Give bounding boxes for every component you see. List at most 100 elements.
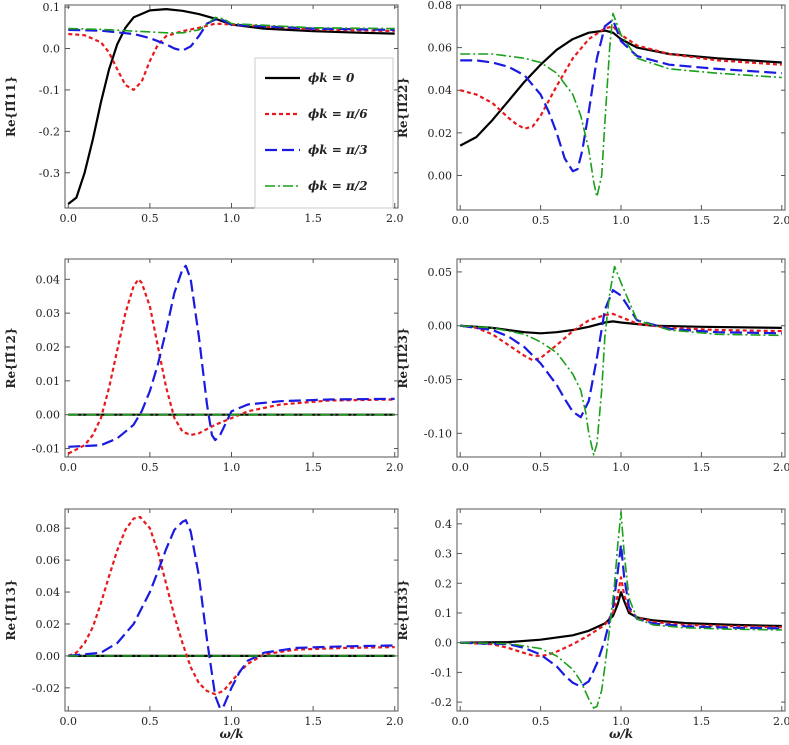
series-line [67, 8, 395, 205]
series-line [460, 543, 782, 688]
x-tick-label: 1.0 [223, 715, 241, 728]
series-line [67, 278, 395, 455]
y-tick-label: 0.1 [435, 607, 453, 620]
y-tick-label: 0.04 [36, 586, 61, 599]
x-tick-label: 1.0 [223, 212, 241, 225]
y-tick-label: 0.1 [43, 1, 61, 14]
y-tick-label: 0.00 [428, 320, 453, 333]
y-tick-label: -0.02 [32, 682, 60, 695]
y-tick-label: -0.2 [39, 125, 60, 138]
x-tick-label: 1.5 [693, 461, 711, 474]
plot-frame [456, 508, 786, 712]
x-tick-label: 1.5 [693, 715, 711, 728]
series-line [460, 312, 782, 362]
x-tick-label: 0.5 [141, 461, 159, 474]
series-line [459, 25, 782, 130]
panel-4: 0.0 0.5 1.0 1.5 2.0 0.05 0.00 -0.05 -0.10 Re{Π̃23… [396, 258, 789, 474]
series-line [460, 576, 782, 658]
x-tick-label: 1.0 [612, 715, 630, 728]
series-line [460, 18, 782, 173]
y-tick-label: -0.10 [424, 427, 452, 440]
plot-frame [456, 258, 786, 458]
x-tick-label: 2.0 [773, 715, 789, 728]
panel-2: 0.0 0.5 1.0 1.5 2.0 0.08 0.06 0.04 0.02 0.00 Re{Π̃… [396, 0, 789, 227]
y-tick-label: 0.02 [36, 341, 61, 354]
x-tick-label: 2.0 [386, 461, 404, 474]
y-tick-label: 0.06 [428, 42, 453, 55]
y-tick-label: 0.3 [435, 548, 453, 561]
y-axis-label: Re{Π̃22} [396, 77, 410, 138]
x-tick-label: 0.5 [141, 715, 159, 728]
y-tick-label: 0.00 [36, 409, 61, 422]
series-line [460, 591, 782, 644]
series-line [459, 29, 782, 147]
panel-5: 0.0 0.5 1.0 1.5 2.0 0.08 0.06 0.04 0.02 0.00 -0.02… [4, 508, 404, 728]
series-line [460, 265, 782, 456]
y-tick-label: 0.02 [428, 127, 453, 140]
series-line [460, 289, 782, 419]
y-tick-label: 0.03 [36, 307, 61, 320]
x-axis-label: ω/k [219, 727, 243, 741]
plot-frame [64, 258, 399, 458]
x-tick-label: 1.5 [693, 214, 711, 227]
x-tick-label: 0.0 [451, 461, 469, 474]
panel-6: 0.0 0.5 1.0 1.5 2.0 0.4 0.3 0.2 0.1 0.0 -0.1 -0.2 Re… [396, 508, 789, 728]
y-tick-label: -0.2 [431, 696, 452, 709]
y-tick-label: 0.00 [428, 169, 453, 182]
plot-frame [64, 508, 399, 712]
x-tick-label: 0.5 [141, 212, 159, 225]
legend-label: ϕk = π/6 [308, 107, 368, 121]
y-tick-label: -0.1 [39, 84, 60, 97]
series-line [68, 22, 395, 91]
y-axis-label: Re{Π̃12} [4, 327, 18, 388]
x-tick-label: 0.0 [451, 715, 469, 728]
y-tick-label: 0.4 [435, 518, 453, 531]
y-tick-label: 0.0 [435, 637, 453, 650]
x-tick-label: 0.0 [60, 461, 78, 474]
x-tick-label: 1.5 [304, 715, 322, 728]
y-tick-label: 0.0 [43, 43, 61, 56]
legend-label: ϕk = π/3 [308, 143, 368, 157]
y-tick-label: -0.05 [424, 374, 452, 387]
y-tick-label: 0.05 [428, 266, 453, 279]
x-tick-label: 1.0 [612, 214, 630, 227]
y-tick-label: 0.08 [428, 0, 453, 12]
panel-3: 0.0 0.5 1.0 1.5 2.0 0.04 0.03 0.02 0.01 0.00 -0.01… [4, 258, 404, 474]
legend-label: ϕk = 0 [308, 71, 355, 85]
x-tick-label: 1.0 [612, 461, 630, 474]
y-axis-label: Re{Π̃33} [396, 579, 410, 640]
x-tick-label: 2.0 [773, 214, 789, 227]
y-tick-label: 0.01 [36, 375, 61, 388]
series-line [68, 519, 395, 710]
y-tick-label: -0.01 [32, 443, 60, 456]
series-line [68, 18, 395, 52]
x-tick-label: 0.5 [532, 461, 550, 474]
legend-box [254, 57, 394, 209]
y-tick-label: -0.1 [431, 666, 452, 679]
x-tick-label: 2.0 [386, 715, 404, 728]
y-tick-label: -0.3 [39, 167, 60, 180]
x-tick-label: 1.5 [304, 212, 322, 225]
y-tick-label: 0.06 [36, 554, 61, 567]
x-axis-label: ω/k [609, 727, 633, 741]
legend: ϕk = 0 ϕk = π/6 ϕk = π/3 ϕk = π/2 [254, 57, 394, 209]
y-tick-label: 0.04 [428, 84, 453, 97]
x-tick-label: 0.0 [60, 212, 78, 225]
x-tick-label: 0.0 [451, 214, 469, 227]
series-line [68, 16, 395, 34]
x-tick-label: 1.0 [223, 461, 241, 474]
series-line [68, 264, 395, 448]
x-tick-label: 0.0 [60, 715, 78, 728]
y-tick-label: 0.2 [435, 577, 453, 590]
x-tick-label: 0.5 [532, 715, 550, 728]
x-tick-label: 1.5 [304, 461, 322, 474]
x-tick-label: 2.0 [773, 461, 789, 474]
series-line [460, 12, 782, 198]
y-axis-label: Re{Π̃13} [4, 579, 18, 640]
x-tick-label: 2.0 [386, 212, 404, 225]
y-tick-label: 0.08 [36, 522, 61, 535]
series-line [67, 515, 395, 696]
y-tick-label: 0.00 [36, 650, 61, 663]
y-axis-label: Re{Π̃11} [4, 76, 18, 137]
